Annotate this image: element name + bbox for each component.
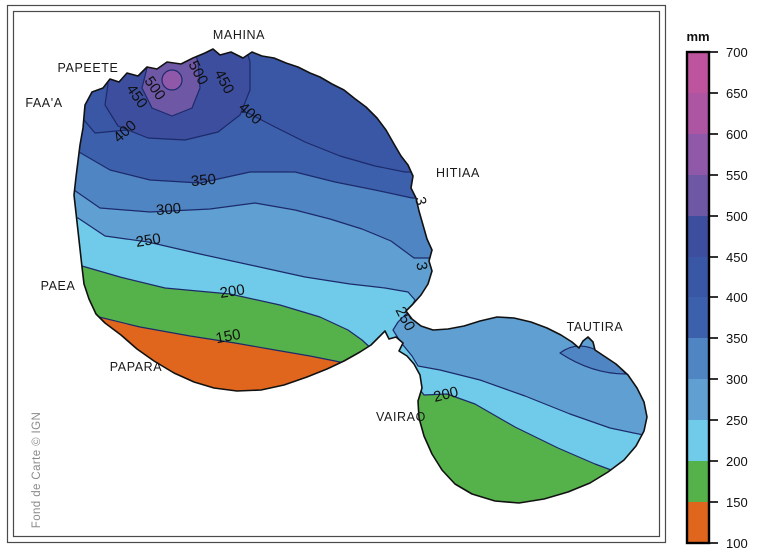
legend-tick-label-500: 500 [726, 209, 748, 224]
contour-label-350-coast-partial: 3 [411, 195, 429, 207]
map-frame-inner [12, 10, 661, 538]
legend-band-600-650 [687, 93, 709, 134]
place-label-mahina: MAHINA [213, 28, 265, 42]
contour-label-300-coast-partial: 3 [412, 261, 430, 272]
legend-band-150-200 [687, 461, 709, 502]
legend-unit-label: mm [686, 29, 709, 44]
island-coastline [73, 48, 648, 504]
legend-tick-label-100: 100 [726, 536, 748, 551]
legend: mm 700 650 600 550 500 450 400 350 [685, 29, 748, 551]
legend-tick-label-200: 200 [726, 454, 748, 469]
legend-band-400-450 [687, 257, 709, 297]
legend-tick-label-450: 450 [726, 250, 748, 265]
contour-label-200-peninsula: 200 [432, 383, 460, 406]
legend-band-650-700 [687, 52, 709, 93]
band-region-550-peak [161, 69, 183, 91]
legend-tick-label-550: 550 [726, 168, 748, 183]
legend-tick-label-250: 250 [726, 413, 748, 428]
legend-band-200-250 [687, 420, 709, 461]
legend-band-450-500 [687, 216, 709, 257]
legend-band-500-550 [687, 175, 709, 216]
legend-tick-label-700: 700 [726, 45, 748, 60]
legend-tick-label-350: 350 [726, 331, 748, 346]
contour-label-300: 300 [155, 200, 181, 219]
legend-tick-label-650: 650 [726, 86, 748, 101]
map-frame-outer [6, 4, 667, 544]
map-credit: Fond de Carte © IGN [31, 412, 43, 528]
legend-tick-label-150: 150 [726, 495, 748, 510]
place-label-paea: PAEA [41, 279, 76, 293]
legend-tick-label-300: 300 [726, 372, 748, 387]
place-label-papeete: PAPEETE [58, 61, 119, 75]
contour-label-150: 150 [214, 326, 242, 347]
place-label-tautira: TAUTIRA [567, 320, 624, 334]
contour-label-350: 350 [190, 171, 217, 191]
legend-band-300-350 [687, 338, 709, 379]
legend-tick-label-400: 400 [726, 290, 748, 305]
place-label-faaa: FAA'A [25, 96, 62, 110]
contour-label-250: 250 [135, 230, 162, 251]
contour-label-200: 200 [219, 281, 246, 302]
legend-band-250-300 [687, 379, 709, 420]
place-label-vairao: VAIRAO [376, 410, 426, 424]
legend-band-550-600 [687, 134, 709, 175]
legend-band-100-150 [687, 502, 709, 543]
legend-band-350-400 [687, 297, 709, 338]
place-label-papara: PAPARA [110, 360, 163, 374]
legend-tick-label-600: 600 [726, 127, 748, 142]
place-label-hitiaa: HITIAA [436, 166, 480, 180]
